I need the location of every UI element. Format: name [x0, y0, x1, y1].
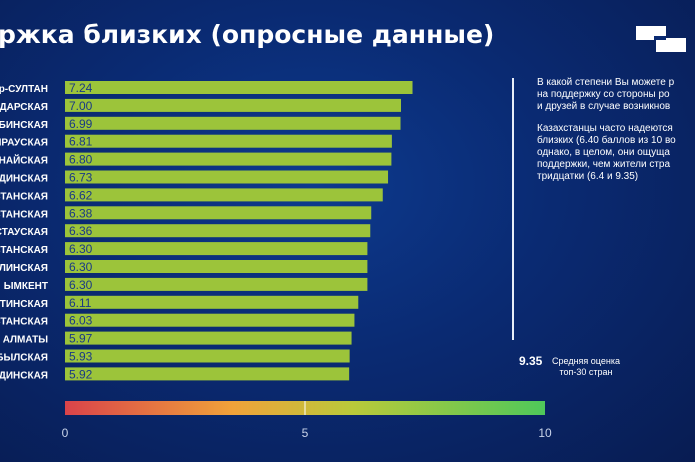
finding-line: однако, в целом, они ощуща: [537, 147, 670, 158]
bar: [65, 134, 392, 148]
scale-tick-label: 10: [538, 426, 552, 440]
question-line: на поддержку со стороны ро: [537, 89, 670, 100]
bar-value-label: 6.30: [69, 242, 93, 256]
bar-value-label: 5.93: [69, 350, 93, 364]
category-label: СТАНСКАЯ: [0, 317, 48, 328]
category-label: НАЙСКАЯ: [0, 154, 48, 167]
category-label: ДИНСКАЯ: [0, 174, 48, 185]
bar: [65, 116, 401, 130]
bar-row: 5.93 БЫЛСКАЯ: [0, 349, 350, 364]
category-label: ДИНСКАЯ: [0, 370, 48, 381]
category-label: БИНСКАЯ: [0, 120, 48, 131]
bar-row: 6.36 СТАУСКАЯ: [0, 224, 371, 238]
bar-row: 7.24 р-СУЛТАН: [0, 81, 413, 95]
bar-value-label: 6.38: [69, 206, 93, 220]
color-scale: 0 5 10: [62, 401, 552, 440]
bar: [65, 224, 371, 238]
bar-row: 6.30 ЛИНСКАЯ: [0, 260, 368, 274]
category-label: СТАУСКАЯ: [0, 227, 48, 238]
chart-title: ржка близких (опросные данные): [0, 20, 495, 49]
benchmark-label: Средняя оценка топ-30 стран: [552, 356, 620, 378]
bar: [65, 170, 389, 184]
bar: [65, 81, 413, 94]
benchmark-value: 9.35: [519, 354, 543, 368]
bar-value-label: 6.30: [69, 260, 93, 274]
bar-value-label: 6.11: [69, 296, 92, 310]
finding-line: Казахстанцы часто надеются: [537, 123, 673, 134]
bar: [65, 331, 352, 345]
bar-value-label: 6.62: [69, 188, 93, 202]
bar: [65, 277, 368, 291]
category-label: СТАНСКАЯ: [0, 191, 48, 202]
category-label: АЛМАТЫ: [3, 335, 49, 346]
scale-tick-label: 0: [62, 426, 69, 440]
question-line: В какой степени Вы можете р: [537, 77, 675, 88]
bar-row: 6.73 ДИНСКАЯ: [0, 170, 389, 185]
finding-text: Казахстанцы часто надеются близких (6.40…: [537, 123, 695, 183]
divider-line: [512, 78, 514, 340]
bar: [65, 152, 392, 166]
logo-icon: [636, 26, 686, 52]
bar-row: 6.11 АТИНСКАЯ: [0, 295, 359, 310]
bar-value-label: 6.81: [69, 135, 93, 149]
category-label: АТИНСКАЯ: [0, 299, 48, 310]
bar-value-label: 7.00: [69, 99, 93, 113]
bar-value-label: 6.80: [69, 153, 93, 167]
bar-row: 6.99 БИНСКАЯ: [0, 116, 401, 131]
bar-value-label: 6.03: [69, 314, 93, 328]
category-label: СТАНСКАЯ: [0, 245, 48, 256]
bar-value-label: 6.73: [69, 171, 93, 185]
bar-row: 6.03 СТАНСКАЯ: [0, 313, 355, 328]
category-label: СТАНСКАЯ: [0, 209, 48, 220]
bar: [65, 367, 350, 381]
bar-value-label: 7.24: [69, 81, 93, 95]
finding-line: тридцатки (6.4 и 9.35): [537, 171, 639, 182]
question-text: В какой степени Вы можете р на поддержку…: [537, 77, 695, 113]
bar-value-label: 6.99: [69, 117, 93, 131]
bar: [65, 206, 372, 220]
bar: [65, 260, 368, 273]
bar: [65, 349, 350, 363]
category-label: ЛИНСКАЯ: [0, 263, 48, 274]
bar-row: 6.38 СТАНСКАЯ: [0, 206, 372, 220]
bar-row: 6.30 СТАНСКАЯ: [0, 242, 368, 256]
bar: [65, 313, 355, 327]
category-label: БЫЛСКАЯ: [0, 353, 48, 364]
bar-value-label: 6.30: [69, 278, 93, 292]
scale-tick-label: 5: [302, 426, 309, 440]
bar-row: 6.81 ЫРАУСКАЯ: [0, 134, 392, 149]
category-label: ЫМКЕНТ: [4, 281, 48, 292]
bar: [65, 242, 368, 256]
category-label: ЫРАУСКАЯ: [0, 138, 48, 149]
finding-line: поддержки, чем жители стра: [537, 159, 671, 170]
bar: [65, 188, 383, 202]
bar-row: 5.92 ДИНСКАЯ: [0, 367, 350, 381]
bar: [65, 98, 401, 112]
category-label: р-СУЛТАН: [0, 84, 48, 95]
bar-row: 6.62 СТАНСКАЯ: [0, 188, 383, 202]
finding-line: близких (6.40 баллов из 10 во: [537, 135, 676, 146]
bar-value-label: 6.36: [69, 224, 93, 238]
bar-row: 6.30 ЫМКЕНТ: [4, 277, 368, 292]
benchmark-label-line: Средняя оценка: [552, 356, 620, 366]
bar-value-label: 5.97: [69, 332, 93, 346]
question-line: и друзей в случае возникнов: [537, 101, 671, 112]
bar-row: 7.00 ОДАРСКАЯ: [0, 98, 401, 113]
category-label: ОДАРСКАЯ: [0, 102, 48, 113]
benchmark-label-line: топ-30 стран: [559, 367, 613, 377]
bar: [65, 295, 359, 309]
bar-row: 5.97 АЛМАТЫ: [3, 331, 352, 346]
bar-row: 6.80 НАЙСКАЯ: [0, 152, 392, 167]
bar-value-label: 5.92: [69, 367, 93, 381]
